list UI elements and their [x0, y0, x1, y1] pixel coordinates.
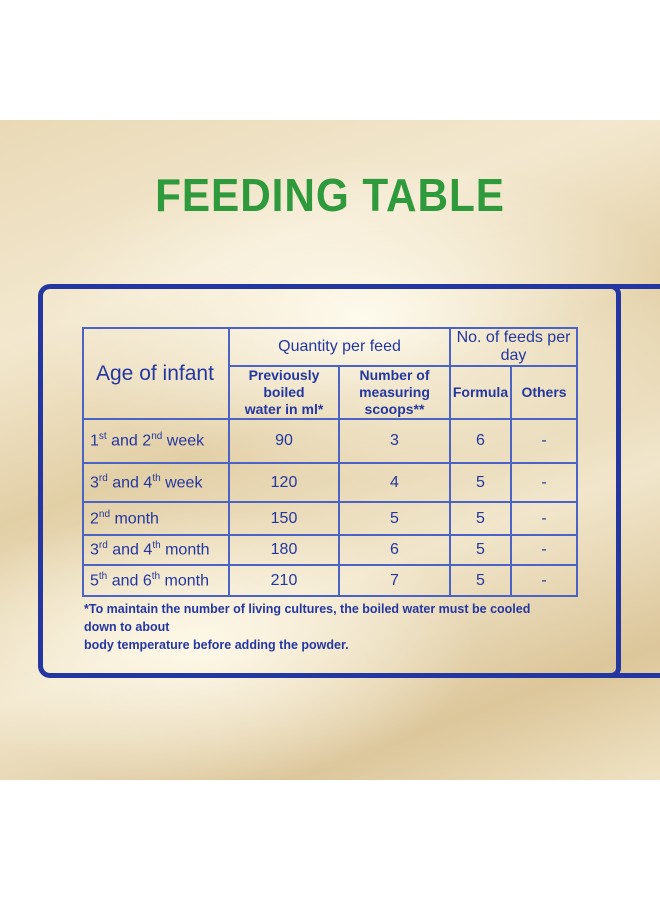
scoops-cell: 5	[338, 501, 451, 536]
others-cell: -	[510, 564, 578, 597]
scoops-cell: 6	[338, 534, 451, 566]
formula-column-header: Formula	[449, 365, 512, 420]
scoops-header-line1: Number of	[359, 367, 430, 383]
table-row: 5th and 6th month 210 7 5 -	[82, 564, 578, 597]
feeds-per-day-header: No. of feeds per day	[449, 327, 578, 367]
water-cell: 180	[228, 534, 340, 566]
table-row: 3rd and 4th week 120 4 5 -	[82, 462, 578, 503]
others-cell: -	[510, 501, 578, 536]
formula-cell: 5	[449, 501, 512, 536]
feeding-table: Age of infant Quantity per feed No. of f…	[82, 327, 578, 597]
age-cell: 3rd and 4th month	[82, 534, 230, 566]
water-column-header: Previously boiled water in ml*	[228, 365, 340, 420]
table-frame	[38, 284, 660, 678]
scoops-column-header: Number of measuring scoops**	[338, 365, 451, 420]
scoops-cell: 3	[338, 418, 451, 464]
table-row: 3rd and 4th month 180 6 5 -	[82, 534, 578, 566]
page-title: FEEDING TABLE	[155, 169, 505, 221]
age-cell: 1st and 2nd week	[82, 418, 230, 464]
footnote: *To maintain the number of living cultur…	[84, 600, 554, 654]
table-frame-right-edge	[604, 284, 621, 678]
age-of-infant-header: Age of infant	[82, 327, 230, 420]
formula-cell: 5	[449, 564, 512, 597]
water-cell: 120	[228, 462, 340, 503]
quantity-per-feed-header: Quantity per feed	[228, 327, 451, 367]
table-row: 1st and 2nd week 90 3 6 -	[82, 418, 578, 464]
table-row: 2nd month 150 5 5 -	[82, 501, 578, 536]
others-column-header: Others	[510, 365, 578, 420]
scoops-header-line2: measuring scoops**	[359, 384, 430, 417]
age-cell: 2nd month	[82, 501, 230, 536]
water-cell: 90	[228, 418, 340, 464]
water-header-line2: water in ml*	[244, 401, 324, 417]
scoops-cell: 4	[338, 462, 451, 503]
formula-cell: 5	[449, 534, 512, 566]
formula-cell: 5	[449, 462, 512, 503]
footnote-line1: *To maintain the number of living cultur…	[84, 602, 531, 634]
water-cell: 150	[228, 501, 340, 536]
others-cell: -	[510, 418, 578, 464]
footnote-line2: body temperature before adding the powde…	[84, 638, 349, 652]
age-cell: 3rd and 4th week	[82, 462, 230, 503]
formula-cell: 6	[449, 418, 512, 464]
water-header-line1: Previously boiled	[248, 367, 320, 400]
others-cell: -	[510, 534, 578, 566]
age-cell: 5th and 6th month	[82, 564, 230, 597]
scoops-cell: 7	[338, 564, 451, 597]
others-cell: -	[510, 462, 578, 503]
water-cell: 210	[228, 564, 340, 597]
